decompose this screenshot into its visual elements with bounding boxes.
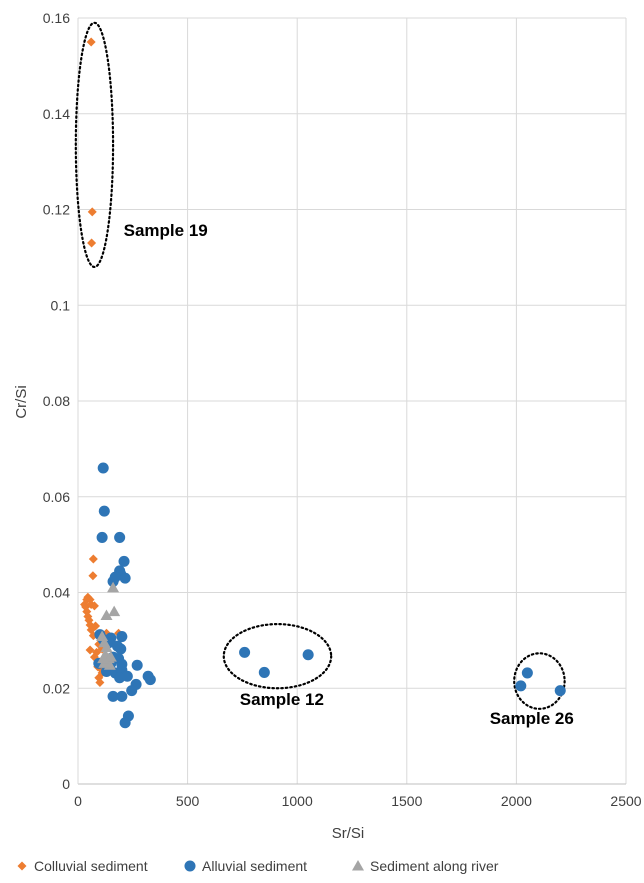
y-tick-label: 0.08 bbox=[43, 393, 70, 409]
axes: 0 0.02 0.04 0.06 0.08 0.1 0.12 0.14 0.16 0 500 1000… bbox=[43, 10, 642, 809]
data-point bbox=[144, 674, 156, 686]
data-point bbox=[258, 666, 270, 678]
y-tick-label: 0 bbox=[62, 776, 70, 792]
sample-ellipses bbox=[74, 21, 566, 710]
gridlines bbox=[78, 17, 627, 784]
y-tick-label: 0.1 bbox=[51, 297, 71, 313]
data-point bbox=[119, 572, 131, 584]
data-point bbox=[88, 554, 98, 564]
y-tick-label: 0.04 bbox=[43, 585, 70, 601]
sample-ellipse bbox=[513, 652, 566, 710]
data-point bbox=[89, 601, 99, 611]
data-point bbox=[119, 717, 131, 729]
y-tick-label: 0.14 bbox=[43, 106, 70, 122]
y-axis-title: Cr/Si bbox=[13, 385, 30, 418]
x-tick-label: 0 bbox=[74, 793, 82, 809]
data-point bbox=[114, 531, 126, 543]
data-point bbox=[121, 670, 133, 682]
sample-ellipse bbox=[222, 622, 333, 690]
data-point bbox=[87, 207, 97, 217]
data-point bbox=[100, 609, 113, 620]
data-point bbox=[239, 646, 251, 658]
legend-label: Sediment along river bbox=[370, 858, 499, 874]
data-point bbox=[116, 631, 128, 643]
data-point bbox=[97, 652, 110, 664]
y-tick-label: 0.16 bbox=[43, 10, 70, 26]
data-point bbox=[97, 462, 109, 474]
sample-ellipse bbox=[74, 21, 115, 269]
y-tick-label: 0.12 bbox=[43, 202, 70, 218]
y-tick-label: 0.06 bbox=[43, 489, 70, 505]
data-point bbox=[88, 571, 98, 581]
legend-marker bbox=[17, 861, 27, 871]
data-point bbox=[116, 690, 128, 702]
sample-label: Sample 26 bbox=[490, 709, 574, 728]
data-point bbox=[86, 37, 96, 47]
data-point bbox=[126, 685, 138, 697]
series-circle bbox=[93, 462, 566, 729]
x-tick-label: 1000 bbox=[282, 793, 313, 809]
x-tick-label: 500 bbox=[176, 793, 200, 809]
data-point bbox=[107, 581, 120, 593]
x-tick-label: 2500 bbox=[610, 793, 641, 809]
y-tick-label: 0.02 bbox=[43, 680, 70, 696]
legend-label: Alluvial sediment bbox=[202, 858, 307, 874]
data-point bbox=[118, 555, 130, 567]
annotations: Sample 19 Sample 12 Sample 26 bbox=[124, 221, 574, 728]
data-point bbox=[85, 645, 95, 655]
data-point bbox=[515, 680, 527, 692]
legend-marker bbox=[184, 860, 196, 872]
data-point bbox=[131, 659, 143, 671]
data-points bbox=[80, 37, 566, 729]
x-tick-label: 2000 bbox=[501, 793, 532, 809]
sample-label: Sample 19 bbox=[124, 221, 208, 240]
data-point bbox=[115, 643, 127, 655]
data-point bbox=[104, 651, 117, 662]
data-point bbox=[554, 685, 566, 697]
legend-label: Colluvial sediment bbox=[34, 858, 148, 874]
legend-marker bbox=[352, 860, 364, 871]
data-point bbox=[107, 690, 119, 702]
data-point bbox=[96, 531, 108, 543]
x-tick-label: 1500 bbox=[391, 793, 422, 809]
data-point bbox=[87, 238, 97, 248]
x-axis-title: Sr/Si bbox=[332, 825, 365, 842]
data-point bbox=[109, 571, 121, 583]
sample-label: Sample 12 bbox=[240, 690, 324, 709]
data-point bbox=[100, 641, 113, 653]
series-triangle bbox=[96, 581, 121, 670]
data-point bbox=[95, 678, 105, 688]
legend: Colluvial sediment Alluvial sediment Sedim… bbox=[17, 858, 499, 874]
data-point bbox=[521, 667, 533, 679]
data-point bbox=[108, 605, 121, 617]
data-point bbox=[302, 649, 314, 661]
data-point bbox=[98, 505, 110, 517]
data-point bbox=[91, 621, 101, 631]
